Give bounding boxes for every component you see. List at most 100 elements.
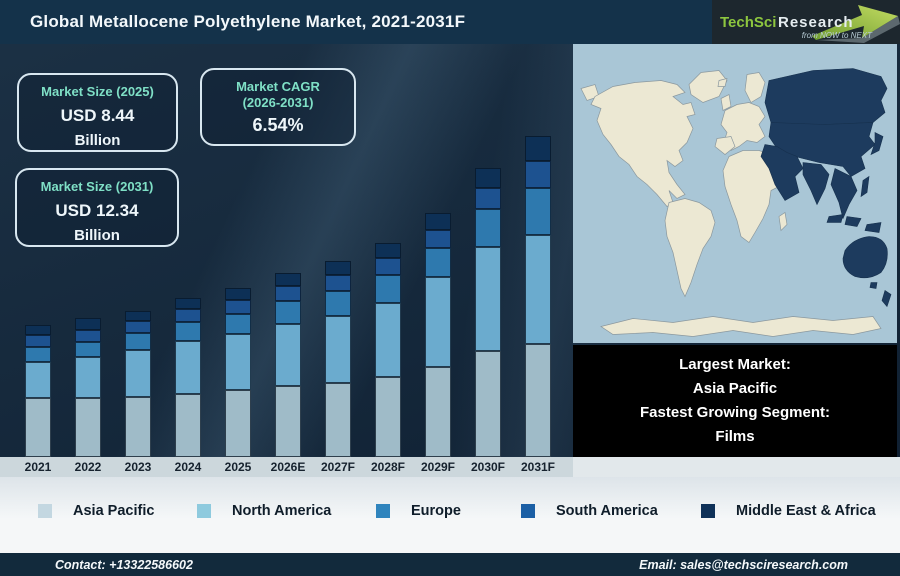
page-title: Global Metallocene Polyethylene Market, … — [30, 12, 466, 31]
bar-segment-asia-pacific-2024 — [175, 394, 201, 457]
logo-arrow-shadow-icon — [816, 16, 900, 43]
map-greenland — [688, 70, 728, 103]
stat-unit: Billion — [74, 227, 120, 244]
bar-segment-south-america-2024 — [175, 309, 201, 322]
world-map — [573, 44, 897, 343]
callout-line-3: Fastest Growing Segment: — [639, 404, 831, 421]
logo-text-techsci: TechSci — [720, 14, 776, 31]
bar-segment-europe-2028F — [375, 275, 401, 303]
bar-segment-middle-east-africa-2021 — [25, 325, 51, 335]
bar-segment-north-america-2024 — [175, 341, 201, 394]
x-axis-label-2022: 2022 — [74, 460, 102, 474]
bar-segment-middle-east-africa-2031F — [525, 136, 551, 161]
x-axis-label-2027F: 2027F — [320, 460, 356, 474]
logo-text-research: Research — [778, 14, 854, 31]
bar-segment-asia-pacific-2025 — [225, 390, 251, 457]
x-axis-label-2025: 2025 — [224, 460, 252, 474]
stat-title: Market Size (2031) — [40, 179, 154, 194]
bar-segment-south-america-2026E — [275, 286, 301, 301]
map-antarctica — [600, 316, 882, 337]
bar-segment-middle-east-africa-2030F — [475, 168, 501, 188]
stat-title: Market CAGR — [236, 79, 320, 94]
legend-swatch-europe — [376, 504, 390, 518]
bars-layer — [0, 44, 573, 457]
stat-title: Market Size (2025) — [41, 84, 154, 99]
bar-segment-north-america-2028F — [375, 303, 401, 377]
bar-segment-europe-2026E — [275, 301, 301, 324]
callout-line-2: Asia Pacific — [692, 380, 778, 397]
bar-segment-north-america-2026E — [275, 324, 301, 386]
bar-segment-middle-east-africa-2026E — [275, 273, 301, 286]
bar-segment-north-america-2022 — [75, 357, 101, 398]
bar-segment-north-america-2029F — [425, 277, 451, 367]
bar-2028F — [375, 243, 401, 457]
legend-label-middle-east-africa: Middle East & Africa — [736, 503, 876, 519]
stat-value: 6.54% — [252, 115, 304, 135]
bar-segment-europe-2025 — [225, 314, 251, 334]
footer-bar: Contact: +13322586602 Email: sales@techs… — [0, 553, 900, 576]
bar-2031F — [525, 136, 551, 457]
legend-label-europe: Europe — [411, 503, 461, 519]
x-axis-label-2028F: 2028F — [370, 460, 406, 474]
stat-title-line2: (2026-2031) — [242, 95, 314, 110]
bar-segment-north-america-2027F — [325, 316, 351, 383]
bar-2025 — [225, 288, 251, 457]
bar-segment-middle-east-africa-2025 — [225, 288, 251, 300]
legend-item-north-america: North America — [197, 503, 331, 519]
legend-label-south-america: South America — [556, 503, 658, 519]
stat-box-market-size-2031: Market Size (2031) USD 12.34 Billion — [15, 168, 179, 247]
map-madagascar — [778, 211, 788, 232]
bar-2029F — [425, 213, 451, 457]
bar-segment-europe-2021 — [25, 347, 51, 362]
bar-segment-middle-east-africa-2027F — [325, 261, 351, 275]
callout-line-1: Largest Market: — [679, 356, 791, 373]
bar-segment-south-america-2025 — [225, 300, 251, 314]
stat-box-market-size-2025: Market Size (2025) USD 8.44 Billion — [17, 73, 178, 152]
techsci-logo: TechSci Research from NOW to NEXT — [712, 0, 900, 44]
footer-contact: Contact: +13322586602 — [55, 557, 193, 572]
bar-segment-asia-pacific-2029F — [425, 367, 451, 457]
x-axis-label-2026E: 2026E — [270, 460, 306, 474]
stat-unit: Billion — [74, 132, 121, 149]
bar-segment-north-america-2025 — [225, 334, 251, 390]
bar-segment-asia-pacific-2028F — [375, 377, 401, 457]
legend-label-north-america: North America — [232, 503, 332, 519]
map-south-america — [664, 198, 716, 298]
stat-box-market-cagr: Market CAGR (2026-2031) 6.54% — [200, 68, 356, 146]
bar-segment-europe-2031F — [525, 188, 551, 235]
callout-box: Largest Market: Asia Pacific Fastest Gro… — [573, 345, 897, 457]
legend-item-south-america: South America — [521, 503, 658, 519]
x-axis-strip-right — [573, 457, 900, 477]
legend-item-asia-pacific: Asia Pacific — [38, 503, 154, 519]
legend-item-middle-east-africa: Middle East & Africa — [701, 503, 876, 519]
footer-email: Email: sales@techsciresearch.com — [639, 557, 848, 572]
bar-2024 — [175, 298, 201, 457]
bar-segment-europe-2023 — [125, 333, 151, 350]
bar-segment-middle-east-africa-2024 — [175, 298, 201, 309]
bar-segment-north-america-2031F — [525, 235, 551, 344]
bar-segment-middle-east-africa-2028F — [375, 243, 401, 258]
bar-segment-south-america-2022 — [75, 330, 101, 342]
bar-segment-south-america-2031F — [525, 161, 551, 188]
bar-segment-south-america-2030F — [475, 188, 501, 209]
x-axis-label-2024: 2024 — [174, 460, 202, 474]
bar-segment-asia-pacific-2021 — [25, 398, 51, 457]
bar-segment-north-america-2030F — [475, 247, 501, 351]
bar-segment-asia-pacific-2027F — [325, 383, 351, 457]
bar-segment-middle-east-africa-2029F — [425, 213, 451, 230]
map-north-america — [590, 80, 696, 207]
bar-segment-south-america-2027F — [325, 275, 351, 291]
bar-2022 — [75, 318, 101, 457]
bar-2023 — [125, 311, 151, 457]
bar-2026E — [275, 273, 301, 457]
bar-segment-europe-2027F — [325, 291, 351, 316]
x-axis-label-2031F: 2031F — [520, 460, 556, 474]
map-asia-pacific-highlight — [760, 68, 892, 308]
bar-segment-asia-pacific-2031F — [525, 344, 551, 457]
bar-segment-europe-2029F — [425, 248, 451, 277]
header-bar: Global Metallocene Polyethylene Market, … — [0, 0, 900, 44]
bar-2030F — [475, 168, 501, 457]
bar-segment-asia-pacific-2022 — [75, 398, 101, 457]
legend-swatch-south-america — [521, 504, 535, 518]
